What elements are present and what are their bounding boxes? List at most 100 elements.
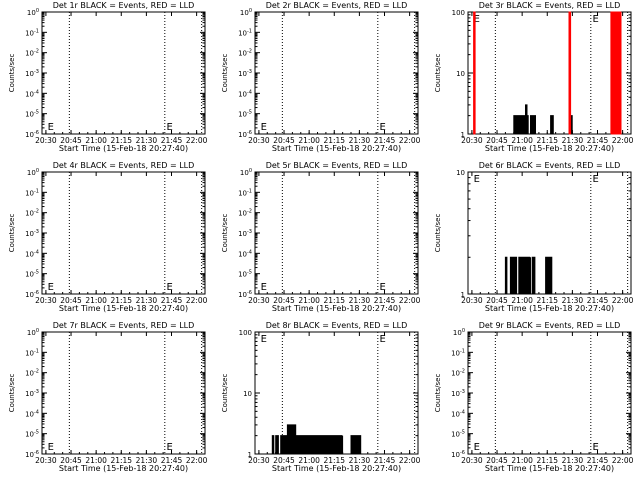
chart-panel-8: Det 8r BLACK = Events, RED = LLD 20:30 20:… [221,321,421,473]
x-tick-label: 21:30 [349,456,371,465]
x-tick-label: 21:00 [85,296,107,305]
event-marker-e: E [48,282,54,293]
x-axis-label: Start Time (15-Feb-18 20:27:40) [59,464,188,473]
event-marker-e: E [166,282,172,293]
event-marker-e: E [166,122,172,133]
y-tick-label: 10-2 [25,209,39,218]
y-axis-label: Counts/sec [434,214,442,253]
y-axis-label: Counts/sec [221,214,229,253]
y-tick-label: 1 [248,451,252,459]
y-tick-label: 10 [243,390,252,398]
x-tick-label: 22:00 [186,456,208,465]
y-tick-label: 10-1 [25,348,39,357]
x-tick-label: 20:30 [248,456,270,465]
x-axis-label: Start Time (15-Feb-18 20:27:40) [272,144,401,153]
lld-burst [473,11,476,135]
y-tick-label: 10-6 [25,130,39,139]
y-tick-label: 10-4 [238,249,252,258]
x-tick-label: 20:30 [35,456,57,465]
event-marker-e: E [474,442,480,453]
chart-panel-1: Det 1r BLACK = Events, RED = LLD 20:30 20:… [8,1,208,153]
y-tick-label: 100 [27,168,39,177]
x-tick-label: 21:00 [85,136,107,145]
x-tick-label: 21:30 [349,296,371,305]
event-burst [504,256,508,295]
x-tick-label: 22:00 [399,136,421,145]
event-marker-e: E [379,122,385,133]
x-tick-label: 21:15 [110,136,132,145]
y-tick-label: 10-3 [25,389,39,398]
x-tick-label: 21:00 [298,456,320,465]
y-tick-label: 10-4 [25,249,39,258]
y-tick-label: 10-1 [451,348,465,357]
y-tick-label: 100 [452,9,465,17]
event-marker-e: E [261,282,267,293]
lld-burst [568,11,572,135]
chart-title: Det 2r BLACK = Events, RED = LLD [266,1,408,10]
x-tick-label: 20:45 [486,296,508,305]
x-tick-label: 20:30 [35,296,57,305]
y-tick-label: 10-3 [451,389,465,398]
x-tick-label: 21:30 [136,136,158,145]
x-axis-label: Start Time (15-Feb-18 20:27:40) [272,304,401,313]
y-tick-label: 10-3 [238,69,252,78]
x-axis-label: Start Time (15-Feb-18 20:27:40) [485,464,614,473]
y-tick-label: 10-4 [238,89,252,98]
event-burst [550,115,554,135]
x-tick-label: 21:00 [511,296,533,305]
event-marker-e: E [48,122,54,133]
y-axis-label: Counts/sec [221,374,229,413]
x-tick-label: 21:45 [374,296,396,305]
y-tick-label: 10-2 [238,49,252,58]
x-tick-label: 22:00 [612,296,634,305]
x-tick-label: 21:45 [587,456,609,465]
event-marker-e: E [474,14,480,25]
y-axis-label: Counts/sec [434,54,442,93]
y-tick-label: 10-6 [25,290,39,299]
x-tick-label: 22:00 [399,456,421,465]
x-tick-label: 20:45 [60,456,82,465]
x-tick-label: 21:15 [323,136,345,145]
x-tick-label: 22:00 [399,296,421,305]
x-tick-label: 22:00 [612,456,634,465]
event-marker-e: E [379,282,385,293]
event-marker-e: E [261,122,267,133]
x-tick-label: 21:15 [536,456,558,465]
event-marker-e: E [261,334,267,345]
chart-panel-6: Det 6r BLACK = Events, RED = LLD 20:30 20:… [434,161,634,313]
x-axis-label: Start Time (15-Feb-18 20:27:40) [485,304,614,313]
plot-frame [254,171,419,295]
y-tick-label: 10-2 [238,209,252,218]
y-tick-label: 100 [27,328,39,337]
x-tick-label: 20:45 [486,136,508,145]
x-tick-label: 21:15 [110,456,132,465]
y-tick-label: 10-6 [238,290,252,299]
x-tick-label: 21:00 [85,456,107,465]
y-tick-label: 10-5 [238,270,252,279]
event-burst [518,256,531,295]
chart-title: Det 9r BLACK = Events, RED = LLD [479,321,621,330]
lld-burst [610,11,622,135]
event-marker-e: E [379,334,385,345]
x-axis-label: Start Time (15-Feb-18 20:27:40) [485,144,614,153]
y-tick-label: 10-1 [25,28,39,37]
x-tick-label: 21:00 [511,136,533,145]
event-burst [531,256,536,295]
x-tick-label: 20:30 [461,456,483,465]
x-tick-label: 21:30 [562,456,584,465]
plot-frame [467,11,632,135]
y-tick-label: 10-6 [238,130,252,139]
y-tick-label: 10-2 [451,369,465,378]
y-tick-label: 10-1 [238,188,252,197]
chart-panel-3: Det 3r BLACK = Events, RED = LLD 20:30 20:… [434,1,634,153]
x-axis-label: Start Time (15-Feb-18 20:27:40) [272,464,401,473]
chart-title: Det 8r BLACK = Events, RED = LLD [266,321,408,330]
y-tick-label: 10-5 [25,430,39,439]
y-tick-label: 100 [240,168,252,177]
y-tick-label: 10-1 [238,28,252,37]
event-burst [295,435,344,455]
y-axis-label: Counts/sec [221,54,229,93]
chart-panel-5: Det 5r BLACK = Events, RED = LLD 20:30 20:… [221,161,421,313]
x-tick-label: 21:15 [110,296,132,305]
